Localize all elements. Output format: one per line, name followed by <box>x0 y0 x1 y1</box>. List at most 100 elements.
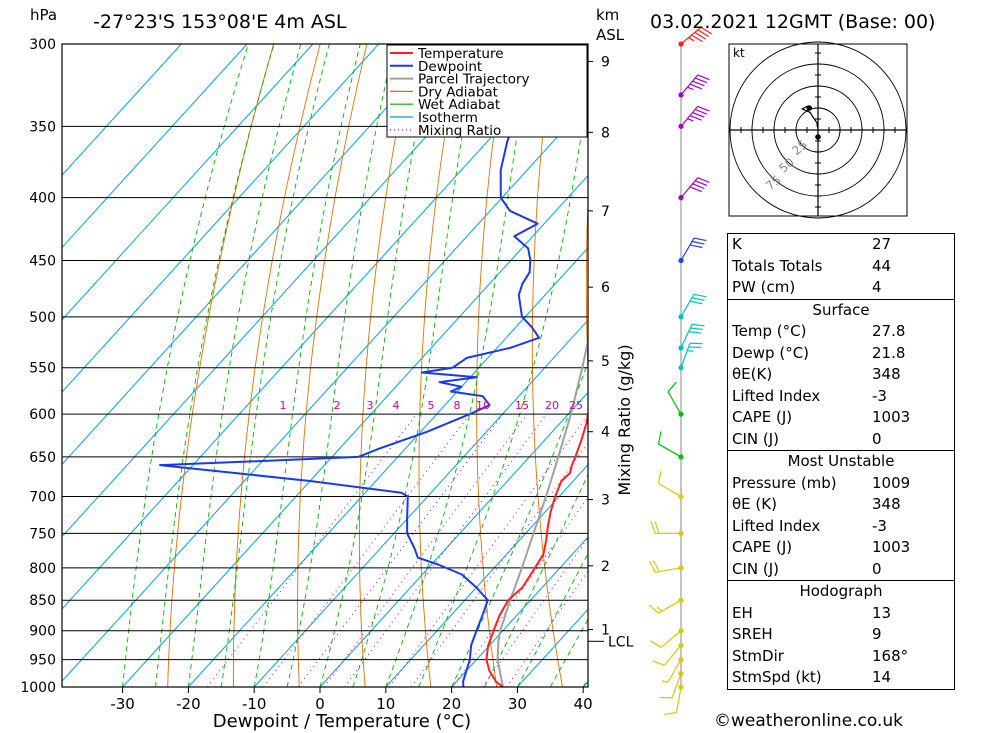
index-value: 9 <box>872 625 882 643</box>
index-value: 0 <box>872 559 882 578</box>
wind-barb-flag <box>700 26 713 35</box>
mixing-ratio-label: 5 <box>428 399 435 412</box>
wind-barb <box>678 323 705 351</box>
wind-barb-flag <box>667 381 677 393</box>
wind-barb-half-flag <box>688 37 695 42</box>
mixing-ratio-line <box>410 442 588 687</box>
isotherm-line <box>319 391 588 687</box>
wet-adiabat-line <box>187 44 302 687</box>
x-axis-label: Dewpoint / Temperature (°C) <box>213 711 471 732</box>
surface-title: Surface <box>812 300 870 319</box>
index-label: θE (K) <box>732 495 777 513</box>
pressure-tick-label: 500 <box>29 310 56 326</box>
index-row: Pressure (mb) 1009 <box>728 473 954 495</box>
wind-barb-staff <box>680 177 699 199</box>
indices-panel: K 27 Totals Totals 44 PW (cm) 4 Surface Temp … <box>727 233 955 690</box>
dry-adiabat-line <box>639 44 695 687</box>
temperature-line <box>485 410 588 687</box>
wind-barb <box>659 670 684 699</box>
wind-barb-staff <box>658 599 682 614</box>
isotherm-line <box>451 536 588 687</box>
mixing-ratio-line <box>344 413 547 687</box>
dry-adiabat-line <box>973 44 1000 687</box>
mixing-ratio-line <box>297 413 504 687</box>
wind-barb-flag <box>689 115 702 121</box>
wet-adiabat-line <box>286 44 395 687</box>
wind-barb-flag <box>694 108 708 115</box>
dry-adiabat-line <box>418 44 461 687</box>
wet-adiabat-line <box>484 473 588 687</box>
copyright-footer[interactable]: ©weatheronline.co.uk <box>714 711 904 731</box>
index-label: Lifted Index <box>732 386 821 405</box>
wet-adiabat-line <box>451 360 588 687</box>
mixing-ratio-label: 8 <box>454 399 461 412</box>
km-tick-label: 9 <box>601 55 610 71</box>
axes: 1 2 3 4 5 8 10 15 20 2530035040045050055060065070… <box>20 37 633 713</box>
wind-barb-flag <box>649 640 662 648</box>
wind-barb <box>678 342 703 371</box>
index-row: θE (K) 348 <box>728 494 954 516</box>
km-label: km <box>596 6 619 24</box>
wind-barb-half-flag <box>661 680 669 683</box>
wind-barb-half-flag <box>656 606 663 612</box>
temp-tick-label: -10 <box>242 695 267 713</box>
index-label: Dewp (°C) <box>732 343 810 362</box>
wind-barb-staff <box>680 343 691 368</box>
km-tick-label: 3 <box>601 493 610 509</box>
wind-barb-flag <box>697 29 709 37</box>
pressure-tick-label: 800 <box>29 561 56 577</box>
wind-barb-flag <box>690 327 703 331</box>
wind-barb-flag <box>663 712 677 716</box>
pressure-tick-label: 300 <box>29 37 56 53</box>
km-tick-label: 1 <box>601 623 610 639</box>
hodograph-unit-label: kt <box>733 46 745 60</box>
plot-frame <box>61 43 589 688</box>
most-unstable-box: Most Unstable Pressure (mb) 1009 θE (K) 348… <box>727 450 955 581</box>
wind-barb-flag <box>693 237 707 242</box>
pressure-tick-label: 450 <box>29 254 56 270</box>
index-value: 21.8 <box>872 343 906 362</box>
wind-barb <box>663 684 684 716</box>
wind-barb-flag <box>693 293 707 298</box>
wet-adiabat-line <box>253 44 361 687</box>
wind-barb-flag <box>689 244 703 249</box>
mixing-ratio-line <box>482 537 588 687</box>
wind-barb-staff <box>658 443 682 458</box>
wet-adiabat-line <box>155 44 275 687</box>
wind-barb <box>650 521 684 536</box>
dewpoint-line <box>159 44 541 687</box>
most-unstable-title: Most Unstable <box>787 452 895 470</box>
mixing-ratio-label: 10 <box>476 399 490 412</box>
index-value: 1003 <box>872 538 911 556</box>
mixing-ratio-label: 15 <box>515 399 529 412</box>
wind-barb-staff <box>680 237 695 261</box>
index-label: EH <box>732 603 753 622</box>
isotherm-line <box>253 319 588 687</box>
index-row: CIN (J) 0 <box>728 559 954 581</box>
wind-barb-flag <box>652 560 660 572</box>
index-label: K <box>732 235 742 253</box>
wind-barb-flag <box>697 177 710 183</box>
wind-barb-flag <box>694 31 706 40</box>
surface-box: Surface Temp (°C) 27.8 Dewp (°C) 21.8 θE(K) 3… <box>727 298 955 451</box>
index-row: PW (cm) 4 <box>728 277 954 299</box>
pressure-tick-label: 750 <box>29 526 56 542</box>
pressure-tick-label: 1000 <box>20 680 56 696</box>
index-value: 348 <box>872 495 901 513</box>
index-value: -3 <box>872 386 887 405</box>
mixing-ratio-line <box>323 413 528 687</box>
index-value: -3 <box>872 516 887 535</box>
wind-barb-staff <box>680 293 695 318</box>
wind-barb-flag <box>652 660 665 666</box>
dry-adiabat-line <box>167 44 275 687</box>
dry-adiabat-line <box>358 44 414 687</box>
mixing-ratio-label: 25 <box>569 399 583 412</box>
parcel-trajectory-line <box>496 335 588 687</box>
index-label: Totals Totals <box>732 256 823 275</box>
isotherm-line <box>62 44 577 610</box>
pressure-unit-label: hPa <box>30 6 57 24</box>
index-label: CAPE (J) <box>732 538 793 556</box>
isotherm-line <box>122 174 588 687</box>
